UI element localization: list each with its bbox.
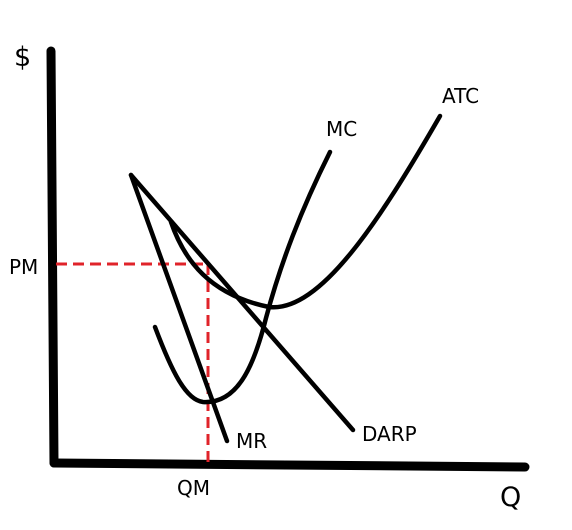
darp-curve [128, 172, 356, 433]
darp-label: DARP [362, 422, 417, 446]
y-axis-label: $ [14, 42, 32, 73]
mc-label: MC [326, 117, 358, 141]
x-axis-label: Q [500, 482, 522, 513]
mc-curve [152, 149, 333, 405]
atc-curve [168, 113, 443, 310]
x-axis [49, 458, 530, 472]
quantity-marker-label: QM [177, 476, 210, 500]
y-axis [46, 46, 59, 468]
price-marker-label: PM [9, 255, 39, 279]
mr-curve [128, 172, 230, 444]
mr-label: MR [236, 429, 268, 453]
atc-label: ATC [442, 84, 480, 108]
